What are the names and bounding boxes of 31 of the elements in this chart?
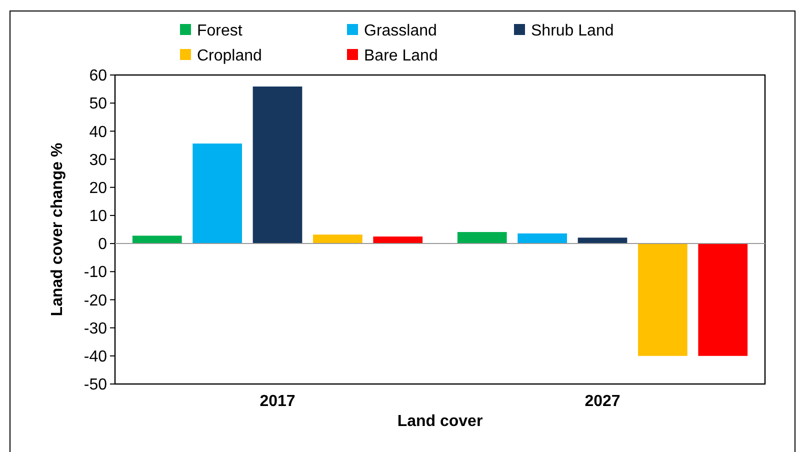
- legend-label: Bare Land: [364, 48, 438, 65]
- y-tick-label: -20: [84, 292, 108, 310]
- x-tick-label: 2027: [584, 393, 620, 410]
- y-tick-label: -40: [84, 348, 108, 366]
- legend-label: Cropland: [197, 48, 262, 65]
- bar: [518, 233, 567, 244]
- y-tick-label: 60: [89, 68, 108, 85]
- legend-label: Grassland: [364, 22, 437, 40]
- y-tick-label: -50: [84, 376, 108, 394]
- y-axis-title: Lanad cover change %: [49, 142, 66, 316]
- y-tick-label: 20: [89, 180, 108, 197]
- y-tick-label: 30: [89, 152, 108, 169]
- bar: [192, 144, 242, 244]
- y-tick-label: 50: [89, 96, 108, 113]
- bar: [698, 244, 748, 356]
- bar: [578, 238, 628, 244]
- x-axis-title: Land cover: [397, 413, 483, 430]
- legend-label: Shrub Land: [531, 22, 614, 40]
- bar: [313, 234, 362, 244]
- x-tick-label: 2017: [260, 393, 296, 410]
- bar: [132, 236, 182, 244]
- bar: [457, 232, 507, 244]
- bar: [638, 244, 688, 356]
- y-tick-label: -10: [84, 264, 108, 282]
- y-tick-label: 0: [98, 236, 108, 254]
- legend-label: Forest: [197, 22, 243, 40]
- bar: [373, 236, 423, 244]
- bar: [252, 86, 302, 244]
- y-tick-label: -30: [84, 320, 108, 338]
- y-tick-label: 40: [89, 124, 108, 141]
- y-tick-label: 10: [89, 208, 108, 226]
